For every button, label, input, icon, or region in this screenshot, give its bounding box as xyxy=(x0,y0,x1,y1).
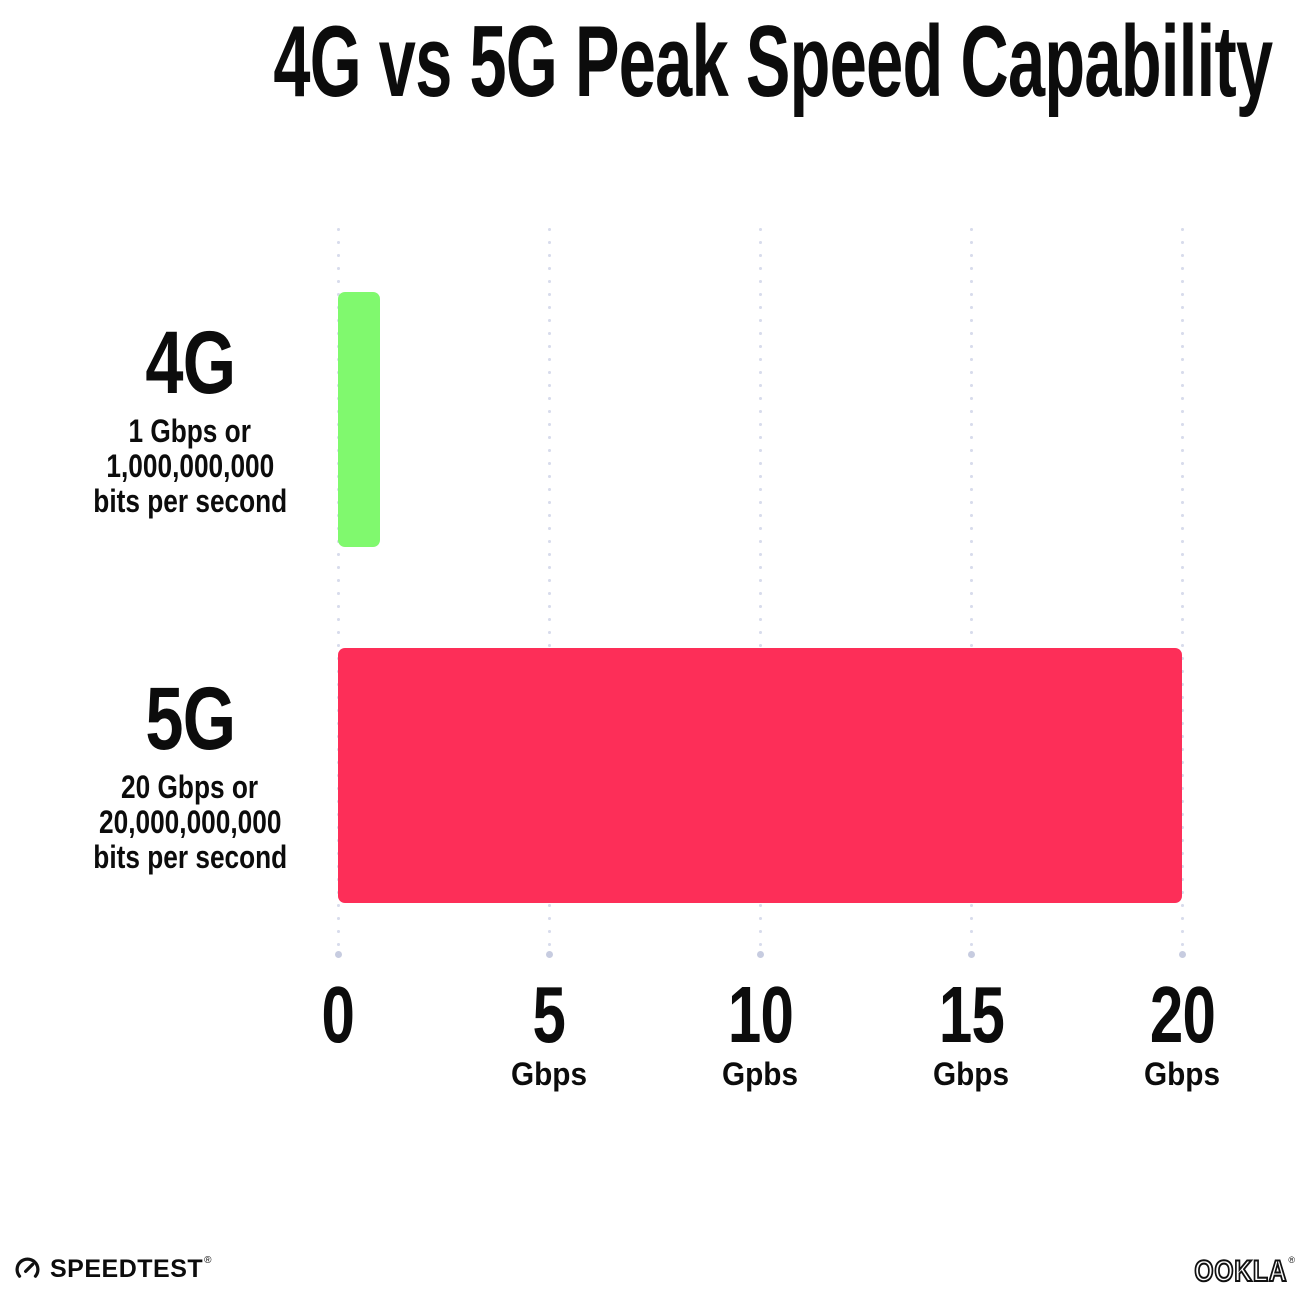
ookla-trademark: ® xyxy=(1288,1255,1295,1265)
gridline xyxy=(334,223,342,958)
category-name: 4G xyxy=(145,311,236,412)
gridline xyxy=(545,223,553,958)
axis-tick-unit: Gbps xyxy=(932,1056,1010,1092)
gridline xyxy=(967,223,975,958)
speedtest-gauge-icon xyxy=(15,1257,40,1278)
axis-tick-number: 0 xyxy=(321,970,355,1059)
ookla-wordmark: OOKLA xyxy=(1194,1255,1288,1288)
axis-tick: 20 Gbps xyxy=(1082,970,1282,1093)
category-name: 5G xyxy=(145,667,236,768)
axis-tick-number: 15 xyxy=(938,970,1004,1059)
gridline xyxy=(756,223,764,958)
axis-tick-number: 20 xyxy=(1149,970,1215,1059)
axis-tick-unit: Gpbs xyxy=(721,1056,799,1092)
category-subline: 20 Gbps or xyxy=(121,769,259,806)
axis-tick: 0 xyxy=(238,970,438,1059)
category-label-5g: 5G 20 Gbps or 20,000,000,000 bits per seco… xyxy=(30,667,350,876)
chart-title-text: 4G vs 5G Peak Speed Capability xyxy=(273,6,1273,118)
category-subline: 1,000,000,000 xyxy=(106,448,274,485)
bar-5g xyxy=(338,648,1182,903)
category-label-4g: 4G 1 Gbps or 1,000,000,000 bits per second xyxy=(30,311,350,520)
axis-tick: 5 Gbps xyxy=(449,970,649,1093)
bar-4g xyxy=(338,292,381,547)
speedtest-trademark: ® xyxy=(204,1255,212,1266)
axis-tick: 15 Gbps xyxy=(871,970,1071,1093)
category-subline: bits per second xyxy=(93,839,287,876)
ookla-logo: OOKLA ® xyxy=(1174,1255,1295,1288)
axis-tick-number: 5 xyxy=(532,970,566,1059)
axis-tick: 10 Gpbs xyxy=(660,970,860,1093)
axis-tick-number: 10 xyxy=(727,970,793,1059)
chart-title: 4G vs 5G Peak Speed Capability xyxy=(0,12,1308,113)
category-sublines: 20 Gbps or 20,000,000,000 bits per second xyxy=(30,770,350,875)
category-sublines: 1 Gbps or 1,000,000,000 bits per second xyxy=(30,414,350,519)
gridline xyxy=(1178,223,1186,958)
axis-tick-unit: Gbps xyxy=(1143,1056,1221,1092)
category-subline: 1 Gbps or xyxy=(128,413,252,450)
axis-tick-unit: Gbps xyxy=(510,1056,588,1092)
category-subline: bits per second xyxy=(93,483,287,520)
speedtest-logo: SPEEDTEST ® xyxy=(14,1255,212,1284)
speedtest-wordmark: SPEEDTEST xyxy=(50,1255,204,1283)
category-subline: 20,000,000,000 xyxy=(98,804,282,841)
